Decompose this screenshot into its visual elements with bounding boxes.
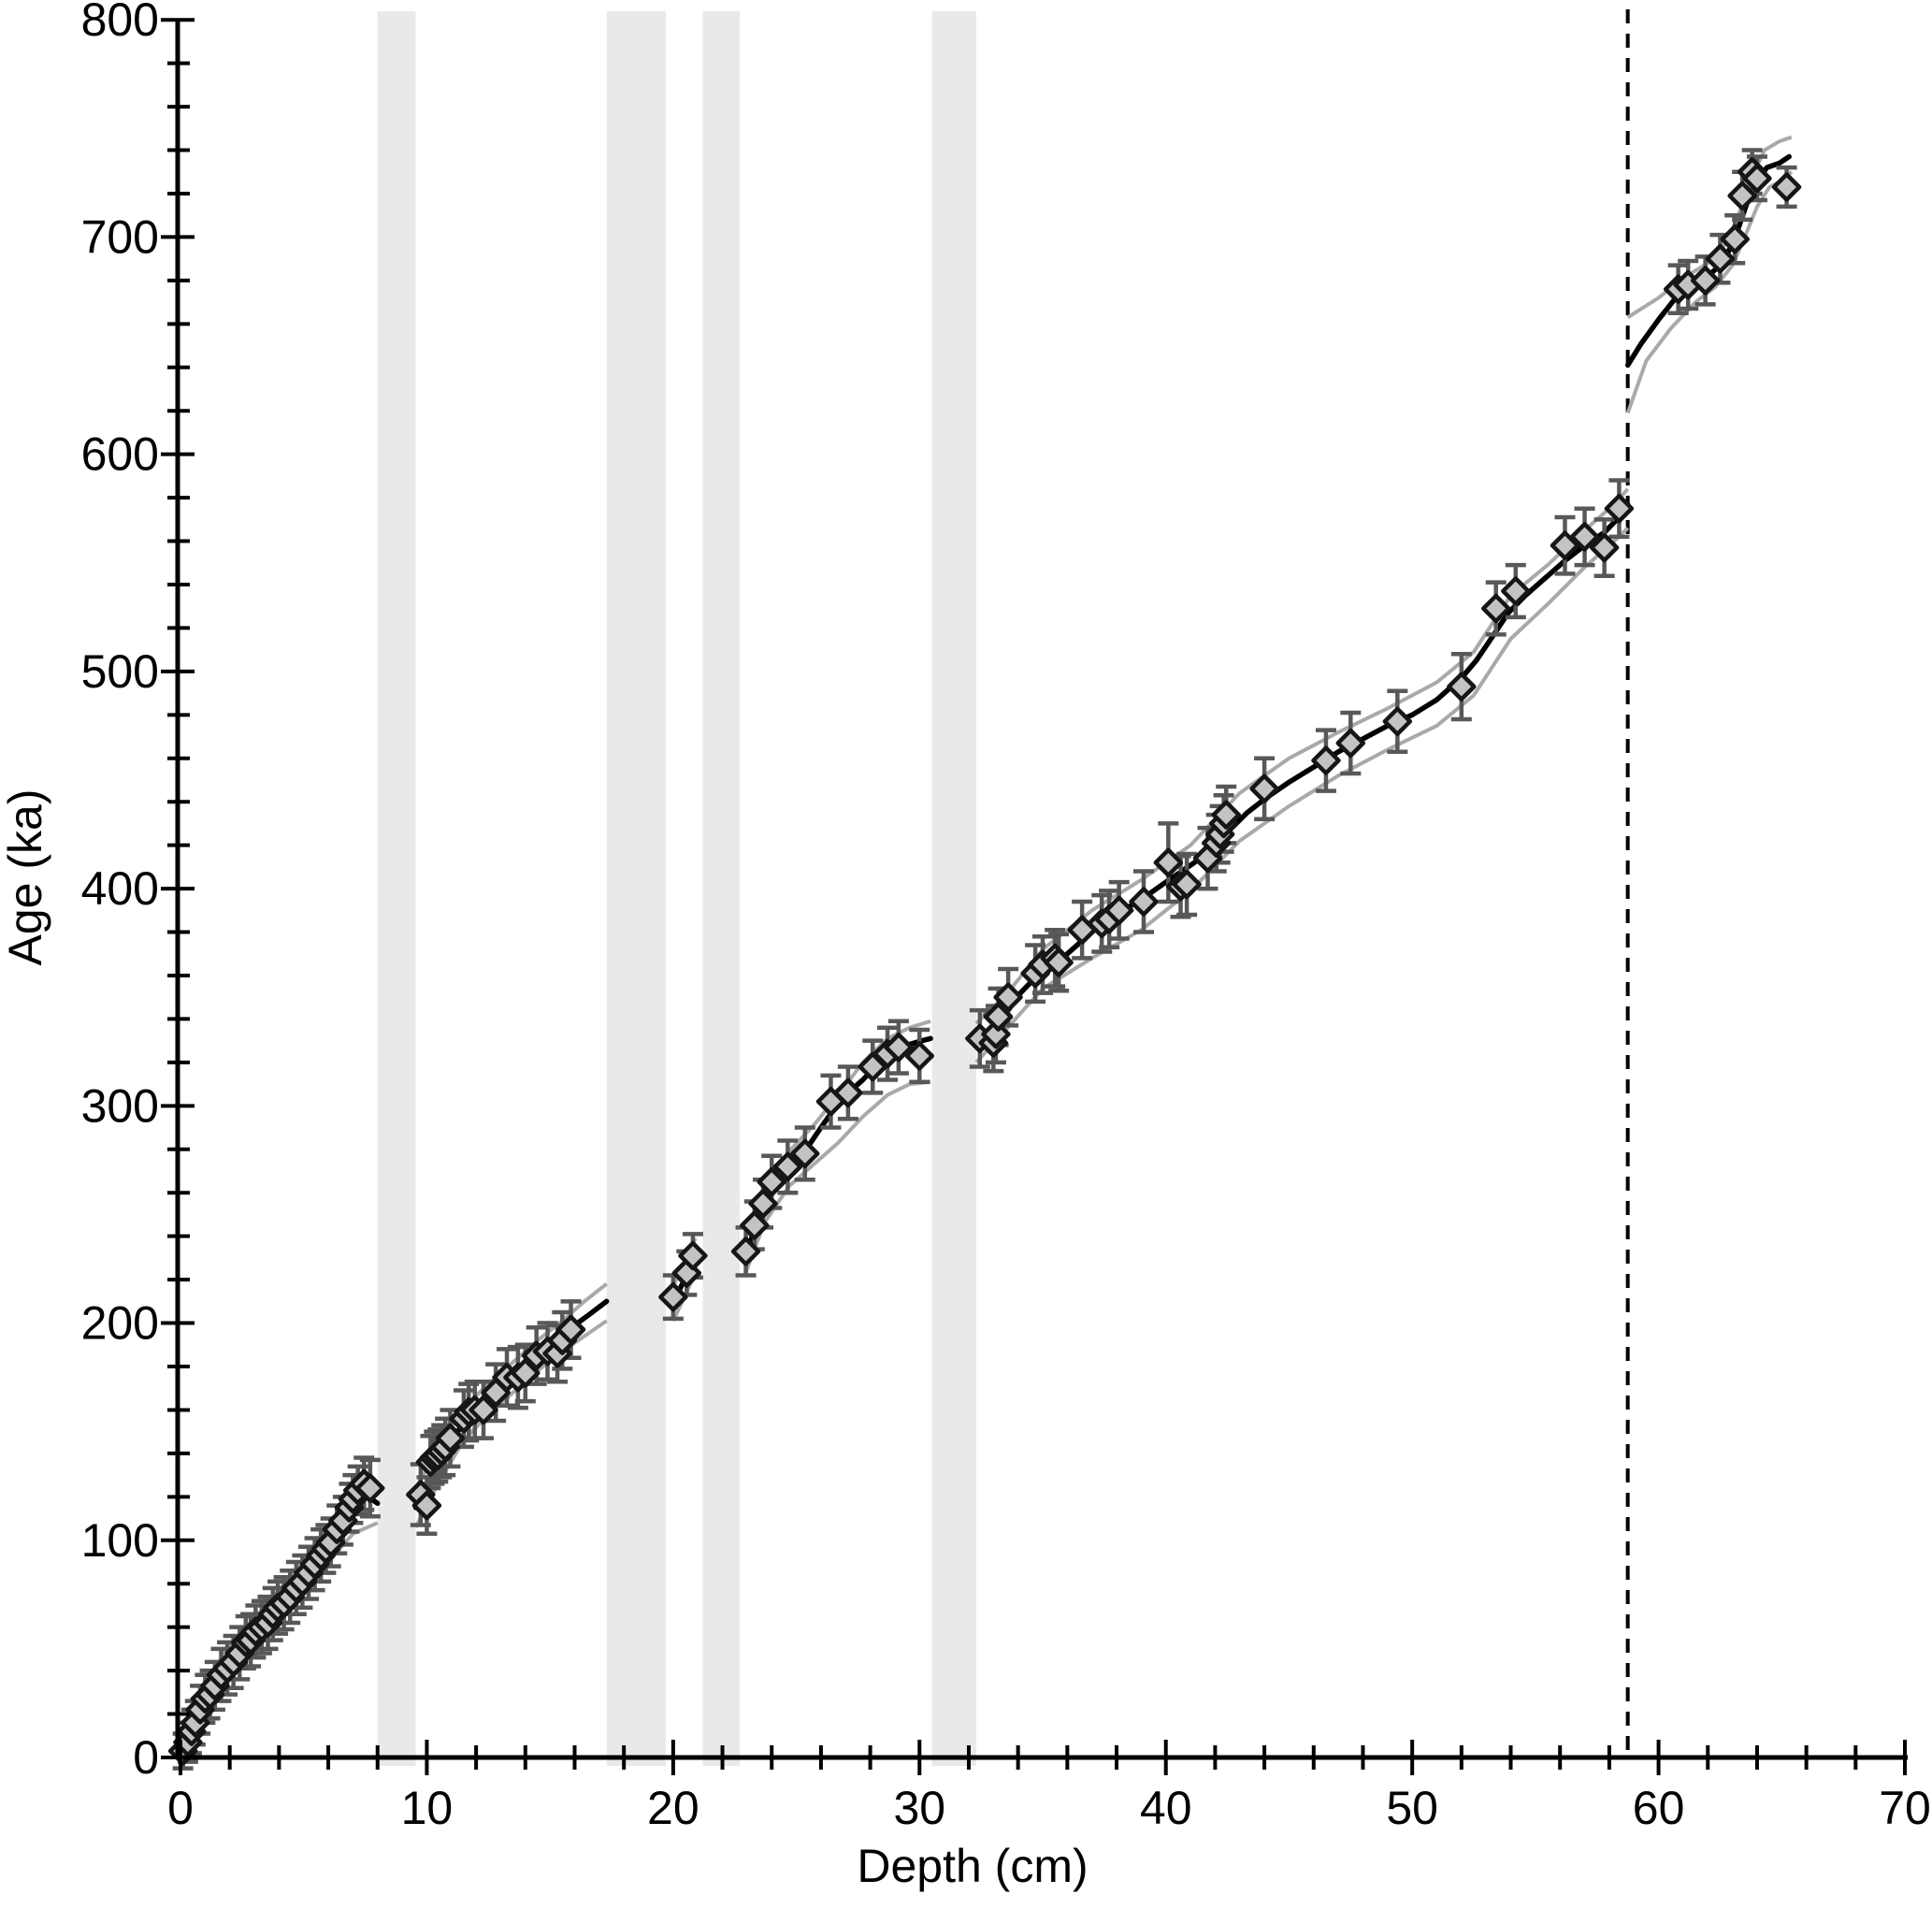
data-point-diamond	[411, 1490, 442, 1521]
data-point-diamond	[1311, 745, 1341, 775]
data-point-diamond	[1705, 243, 1736, 274]
data-point-diamond	[740, 1210, 770, 1240]
data-points	[167, 157, 1802, 1766]
data-point-diamond	[1742, 163, 1772, 194]
y-tick-label: 100	[81, 1514, 159, 1567]
data-point-diamond	[511, 1358, 541, 1388]
y-axis-title: Age (ka)	[0, 789, 51, 966]
envelope-line	[1625, 170, 1794, 414]
y-tick-label: 500	[81, 645, 159, 698]
x-tick-label: 30	[893, 1782, 945, 1834]
data-point-diamond	[772, 1151, 803, 1182]
y-tick-label: 400	[81, 862, 159, 915]
y-tick-label: 300	[81, 1079, 159, 1132]
x-tick-label: 0	[167, 1782, 194, 1834]
data-point-diamond	[1335, 728, 1366, 759]
data-point-diamond	[1569, 522, 1600, 552]
x-tick-label: 70	[1879, 1782, 1931, 1834]
shaded-band	[702, 11, 740, 1766]
data-point-diamond	[1501, 576, 1531, 606]
data-point-diamond	[1589, 532, 1620, 563]
data-point-diamond	[1129, 887, 1159, 917]
data-point-diamond	[1480, 593, 1511, 624]
data-point-diamond	[469, 1395, 498, 1425]
data-point-diamond	[1103, 895, 1134, 926]
data-point-diamond	[658, 1281, 688, 1312]
data-point-diamond	[1211, 800, 1242, 830]
data-point-diamond	[757, 1166, 786, 1197]
x-tick-label: 60	[1633, 1782, 1685, 1834]
x-axis-title: Depth (cm)	[857, 1840, 1088, 1892]
envelope-line	[743, 1079, 931, 1277]
y-tick-label: 700	[81, 210, 159, 263]
y-tick-label: 0	[133, 1731, 159, 1784]
data-point-diamond	[904, 1041, 935, 1071]
data-point-diamond	[555, 1314, 586, 1345]
x-tick-label: 50	[1386, 1782, 1438, 1834]
shaded-band	[377, 11, 416, 1766]
data-point-diamond	[1727, 181, 1757, 211]
shaded-band	[931, 11, 976, 1766]
data-point-diamond	[748, 1189, 778, 1219]
data-point-diamond	[355, 1473, 385, 1503]
data-point-diamond	[1771, 172, 1802, 202]
data-point-diamond	[1550, 530, 1580, 560]
shaded-band	[606, 11, 666, 1766]
data-point-diamond	[1172, 869, 1202, 900]
envelope-line	[974, 487, 1630, 1025]
y-tick-label: 600	[81, 428, 159, 481]
data-point-diamond	[833, 1077, 863, 1108]
data-point-diamond	[1447, 672, 1477, 701]
data-point-diamond	[1604, 493, 1635, 524]
y-tick-label: 200	[81, 1297, 159, 1350]
data-point-diamond	[993, 982, 1023, 1012]
error-bars	[172, 148, 1797, 1771]
y-tick-label: 800	[81, 0, 159, 46]
data-point-diamond	[884, 1032, 914, 1063]
data-point-diamond	[435, 1423, 466, 1453]
x-tick-label: 40	[1140, 1782, 1192, 1834]
shaded-bands	[377, 11, 976, 1766]
data-point-diamond	[983, 1002, 1014, 1032]
data-point-diamond	[1690, 266, 1721, 296]
data-point-diamond	[1153, 847, 1184, 877]
x-tick-label: 20	[647, 1782, 699, 1834]
data-point-diamond	[790, 1138, 820, 1169]
data-point-diamond	[1720, 224, 1750, 254]
x-tick-label: 10	[401, 1782, 454, 1834]
model-line	[973, 501, 1631, 1046]
envelope-line	[974, 527, 1630, 1064]
data-point-diamond	[730, 1237, 761, 1266]
data-point-diamond	[1382, 706, 1413, 737]
axes	[161, 18, 1908, 1775]
data-point-diamond	[1044, 947, 1074, 977]
data-point-diamond	[1249, 774, 1279, 804]
data-point-diamond	[678, 1240, 708, 1271]
